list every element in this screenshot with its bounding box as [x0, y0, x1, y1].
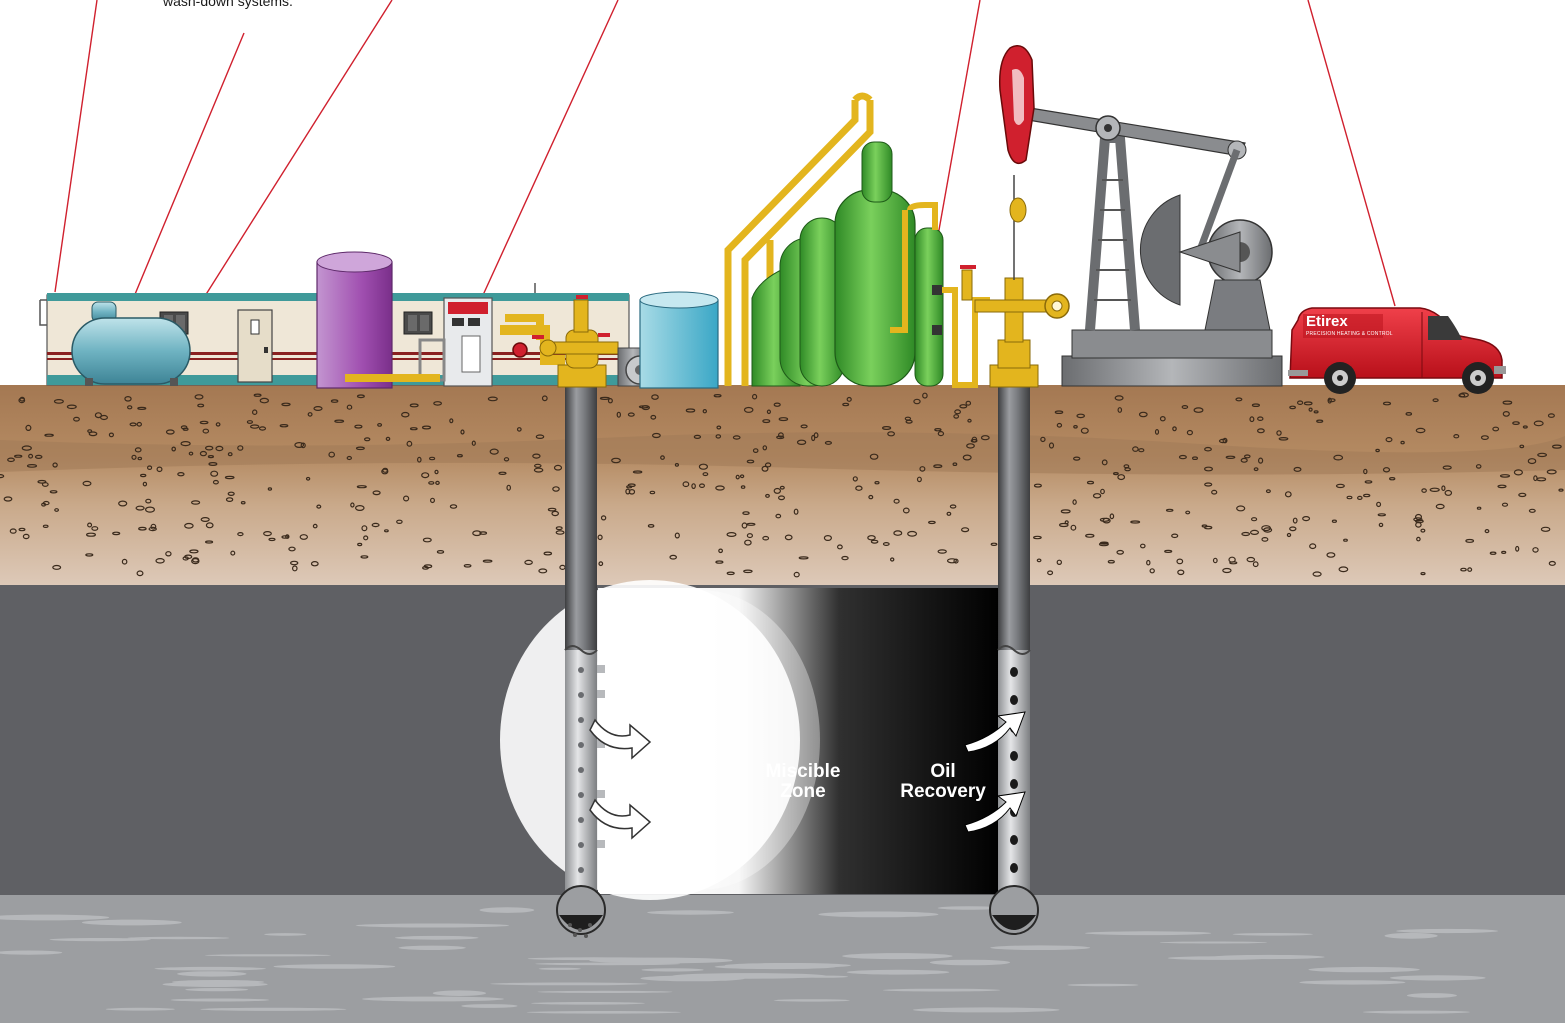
- horizontal-storage-tank: [71, 301, 191, 386]
- topsoil-layer: [0, 385, 1565, 585]
- bedrock-layer: [0, 895, 1565, 1023]
- purple-tank: [316, 251, 393, 389]
- bedrock-streaks: [0, 906, 1499, 1014]
- service-van: [1288, 307, 1506, 394]
- oil-recovery-line2: Recovery: [900, 781, 986, 802]
- miscible-zone-label: Miscible Zone: [748, 762, 858, 802]
- injection-manifold: [345, 314, 565, 382]
- soil-pebbles: [0, 392, 1564, 578]
- oil-recovery-label: Oil Recovery: [883, 762, 1003, 802]
- teal-tank: [639, 291, 719, 389]
- separator-vessels: [724, 92, 990, 388]
- co2-arrows: [589, 718, 652, 840]
- injection-wellhead: [532, 295, 619, 388]
- callout-note-washdown: wash-down systems.: [163, 0, 293, 9]
- oil-recovery-arrows: [964, 711, 1026, 833]
- co2-label: CO2: [630, 766, 690, 793]
- callout-lines: [54, 0, 1396, 336]
- oil-recovery-line1: Oil: [930, 761, 956, 782]
- soil-band: [0, 432, 1565, 475]
- co2-label-main: CO: [642, 765, 672, 786]
- van-tagline: PRECISION HEATING & CONTROL: [1306, 331, 1393, 337]
- miscible-zone-line2: Zone: [780, 781, 826, 802]
- production-wellhead: [960, 175, 1070, 388]
- van-brand-logo: Etirex: [1306, 313, 1348, 330]
- production-well: [989, 385, 1039, 935]
- co2-label-subscript: 2: [671, 776, 678, 789]
- miscible-zone-line1: Miscible: [765, 761, 841, 782]
- pump-jack: [998, 45, 1283, 387]
- injection-well: [556, 385, 606, 938]
